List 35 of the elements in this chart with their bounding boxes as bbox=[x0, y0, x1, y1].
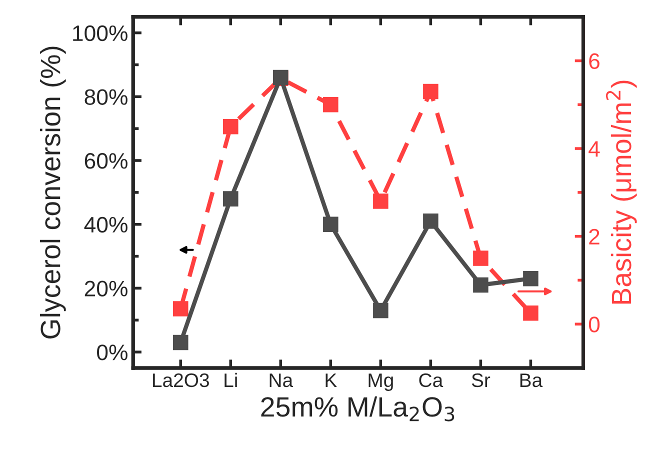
point bbox=[523, 270, 538, 286]
point bbox=[323, 97, 338, 112]
point bbox=[523, 305, 538, 321]
point bbox=[172, 301, 188, 316]
y-tick-label: 60% bbox=[84, 153, 128, 169]
y2-tick-label: 6 bbox=[589, 53, 600, 70]
y-axis-title: Glycerol conversion (%) bbox=[40, 46, 66, 338]
point bbox=[373, 302, 388, 318]
x-axis-title: 25m% M/La$_{2}$O$_{3}$ bbox=[261, 396, 454, 422]
x-tick-label: Ca bbox=[419, 373, 444, 388]
y-tick-label: 100% bbox=[73, 25, 128, 42]
y-tick-label: 20% bbox=[84, 280, 128, 296]
point bbox=[423, 84, 438, 100]
point bbox=[473, 250, 488, 266]
point bbox=[423, 214, 438, 229]
x-tick-label: Mg bbox=[368, 374, 393, 391]
y2-tick-label: 2 bbox=[589, 228, 600, 244]
point bbox=[223, 118, 238, 134]
y2-tick-label: 0 bbox=[588, 316, 600, 332]
x-tick-label: K bbox=[326, 374, 337, 387]
x-tick-label: La2O3 bbox=[153, 373, 209, 388]
x-tick-label: Sr bbox=[472, 373, 490, 388]
y-tick-label: 0% bbox=[97, 344, 128, 360]
y-tick-label: 40% bbox=[84, 216, 128, 233]
point bbox=[373, 194, 388, 209]
point bbox=[473, 277, 488, 293]
point bbox=[223, 191, 238, 206]
y-tick-label: 80% bbox=[84, 89, 128, 105]
y2-axis-title: Basicity (μmol/m$^{2}$) bbox=[606, 80, 637, 304]
point bbox=[172, 334, 188, 350]
x-tick-label: Ba bbox=[520, 374, 543, 388]
y2-tick-label: 4 bbox=[588, 141, 600, 157]
x-tick-label: Li bbox=[224, 372, 237, 387]
point bbox=[323, 216, 338, 232]
x-tick-label: Na bbox=[270, 374, 294, 388]
